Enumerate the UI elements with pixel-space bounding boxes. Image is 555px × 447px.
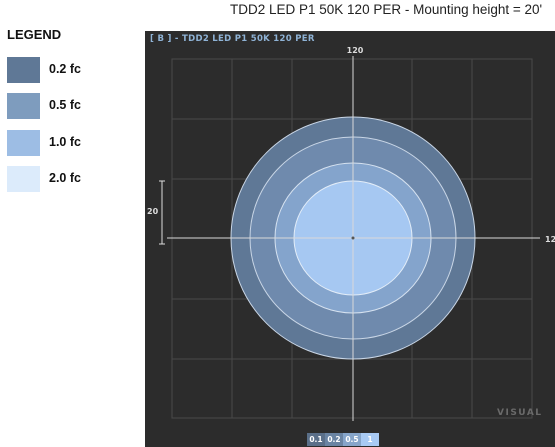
axis-label-top: 120 — [346, 46, 364, 55]
legend-label: 0.2 fc — [49, 62, 81, 76]
legend-swatch — [7, 93, 40, 119]
legend-item-2-0fc: 2.0 fc — [7, 166, 127, 192]
legend-swatch — [7, 130, 40, 156]
photometric-plot: [ B ] - TDD2 LED P1 50K 120 PER 120 120 … — [145, 31, 555, 447]
scale-bracket — [159, 180, 165, 245]
legend-item-0-2fc: 0.2 fc — [7, 57, 127, 83]
scale-cell: 0.2 — [325, 433, 343, 446]
color-scale-bar: 0.1 0.2 0.5 1 — [307, 433, 379, 446]
legend-swatch — [7, 166, 40, 192]
page-title: TDD2 LED P1 50K 120 PER - Mounting heigh… — [230, 2, 543, 17]
legend-label: 0.5 fc — [49, 98, 81, 112]
plot-grid — [171, 58, 533, 419]
axis-label-right: 120 — [545, 235, 555, 244]
watermark: VISUAL — [497, 408, 543, 418]
scale-cell: 1 — [361, 433, 379, 446]
photometric-plot-canvas — [159, 56, 540, 421]
legend-heading: LEGEND — [7, 27, 62, 42]
plot-header: [ B ] - TDD2 LED P1 50K 120 PER — [150, 34, 315, 44]
legend-item-1-0fc: 1.0 fc — [7, 130, 127, 156]
legend-label: 1.0 fc — [49, 135, 81, 149]
scale-cell: 0.1 — [307, 433, 325, 446]
scale-label: 20 — [147, 207, 159, 216]
luminaire-center-marker — [351, 236, 355, 240]
legend-label: 2.0 fc — [49, 171, 81, 185]
scale-cell: 0.5 — [343, 433, 361, 446]
legend-swatch — [7, 57, 40, 83]
legend-item-0-5fc: 0.5 fc — [7, 93, 127, 119]
